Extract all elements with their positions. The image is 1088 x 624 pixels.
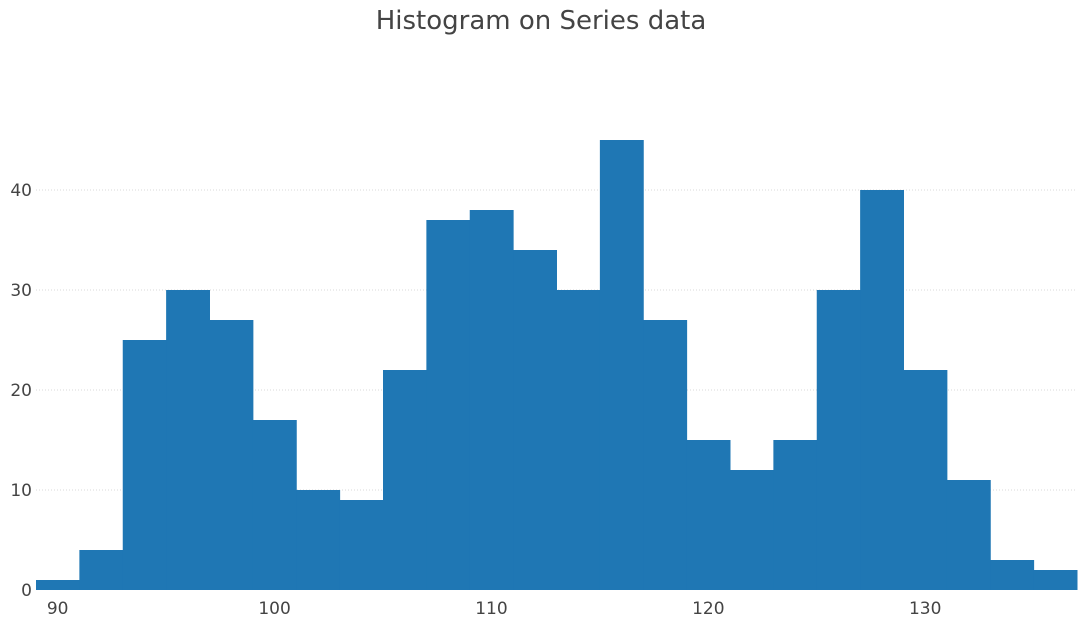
histogram-bar xyxy=(79,550,124,590)
x-tick-label: 120 xyxy=(692,599,724,619)
histogram-bar xyxy=(166,290,210,590)
histogram-bar xyxy=(122,340,167,590)
histogram-bar xyxy=(730,470,774,590)
histogram-bar xyxy=(339,500,384,590)
histogram-bar xyxy=(773,440,818,590)
histogram-bar xyxy=(1033,570,1078,590)
y-axis-tick-labels: 0 10 20 30 40 xyxy=(10,181,32,601)
histogram-bar xyxy=(643,320,688,590)
histogram-bar xyxy=(599,140,644,590)
y-tick-label: 10 xyxy=(10,481,32,501)
histogram-bar xyxy=(36,580,80,590)
histogram-bar xyxy=(383,370,427,590)
x-tick-label: 90 xyxy=(47,599,69,619)
histogram-bar xyxy=(296,490,341,590)
histogram-bar xyxy=(990,560,1035,590)
histogram-bar xyxy=(252,420,297,590)
histogram-bar xyxy=(816,290,861,590)
histogram-bar xyxy=(686,440,731,590)
y-tick-label: 40 xyxy=(10,181,32,201)
y-tick-label: 30 xyxy=(10,281,32,301)
histogram-bar xyxy=(513,250,557,590)
x-tick-label: 100 xyxy=(258,599,290,619)
x-tick-label: 110 xyxy=(475,599,507,619)
chart-title: Histogram on Series data xyxy=(376,6,707,36)
histogram-bars xyxy=(36,140,1078,590)
x-tick-label: 130 xyxy=(909,599,941,619)
histogram-bar xyxy=(469,210,514,590)
histogram-bar xyxy=(426,220,471,590)
y-tick-label: 20 xyxy=(10,381,32,401)
x-axis-tick-labels: 90 100 110 120 130 xyxy=(47,599,942,619)
histogram-bar xyxy=(946,480,991,590)
histogram-bar xyxy=(556,290,601,590)
y-tick-label: 0 xyxy=(21,581,32,601)
histogram-bar xyxy=(903,370,948,590)
histogram-bar xyxy=(860,190,904,590)
histogram-bar xyxy=(209,320,254,590)
